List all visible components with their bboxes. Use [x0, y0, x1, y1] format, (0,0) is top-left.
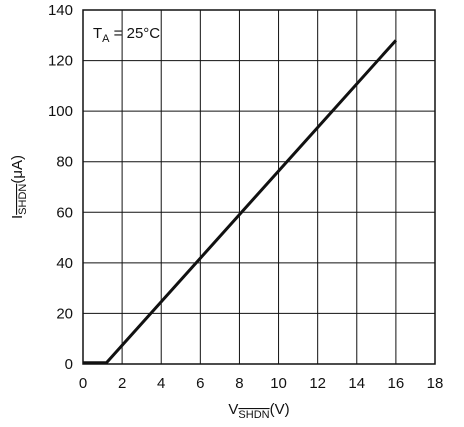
temperature-annotation: TA = 25°C — [93, 25, 160, 45]
series-line — [83, 39, 398, 365]
y-tick-label: 40 — [56, 255, 73, 272]
x-tick-label: 16 — [388, 375, 405, 392]
y-axis-label: ISHDN(μA) — [9, 155, 29, 219]
y-tick-label: 80 — [56, 154, 73, 171]
x-axis-label: VSHDN(V) — [228, 401, 289, 421]
plot-frame — [82, 9, 436, 365]
x-tick-label: 4 — [157, 375, 165, 392]
y-tick-label: 140 — [48, 2, 73, 19]
grid — [82, 9, 436, 365]
x-tick-label: 0 — [79, 375, 87, 392]
x-tick-label: 14 — [348, 375, 365, 392]
x-tick-label: 6 — [196, 375, 204, 392]
x-tick-label: 18 — [427, 375, 444, 392]
y-tick-label: 100 — [48, 103, 73, 120]
series-group — [83, 39, 398, 365]
y-tick-labels: 0 20 40 60 80 100 120 140 — [48, 2, 73, 373]
y-tick-label: 20 — [56, 305, 73, 322]
x-tick-label: 2 — [118, 375, 126, 392]
x-tick-label: 8 — [235, 375, 243, 392]
y-tick-label: 0 — [65, 356, 73, 373]
y-tick-label: 120 — [48, 53, 73, 70]
x-tick-label: 10 — [270, 375, 287, 392]
x-tick-label: 12 — [309, 375, 326, 392]
y-tick-label: 60 — [56, 204, 73, 221]
x-tick-labels: 0 2 4 6 8 10 12 14 16 18 — [79, 375, 444, 392]
